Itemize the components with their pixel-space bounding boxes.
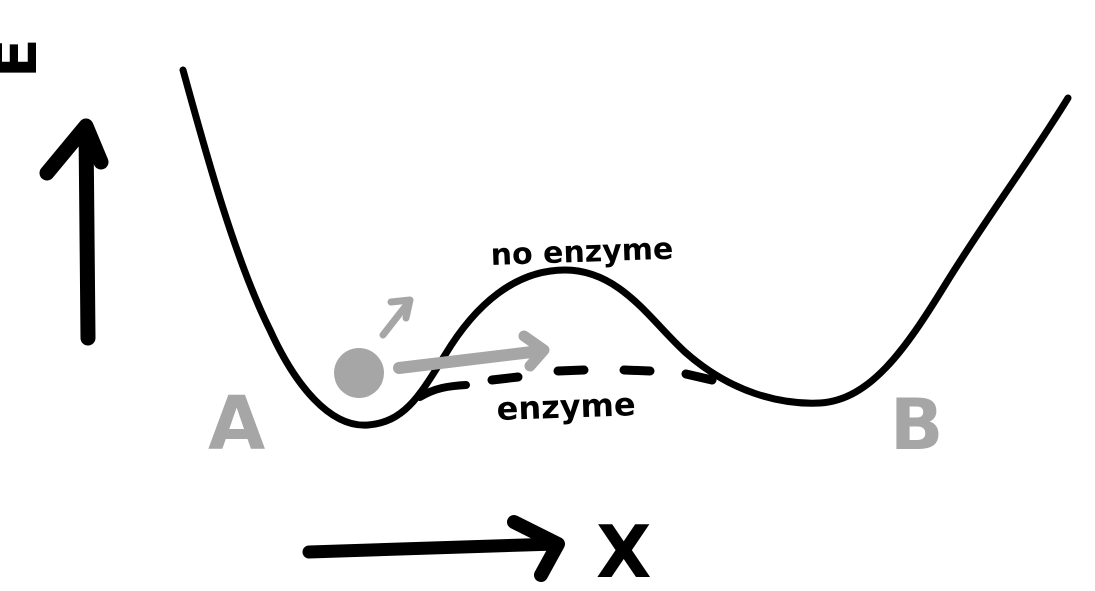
enzyme-path-segment [487,372,523,385]
x-axis-arrow [302,515,565,582]
particle-small-arrow-shaft [379,299,412,339]
x-axis-shaft [302,537,563,559]
enzyme-path-segment [553,365,589,376]
y-axis-arrowhead [39,118,109,181]
enzyme-label: enzyme [496,385,636,428]
particle-large-arrow-head [518,330,550,372]
enzyme-path-segment [681,369,717,385]
y-axis-label: E [0,38,50,78]
particle-ball [334,348,384,398]
energy-path-enzyme [416,365,717,401]
state-b-label: B [890,384,943,466]
no-enzyme-label: no enzyme [490,232,674,273]
y-axis-arrow [39,118,109,346]
energy-curve-no-enzyme [179,66,1072,429]
x-axis-arrowhead [507,515,565,582]
enzyme-path-segment [416,381,470,401]
state-a-label: A [208,381,265,467]
particle-large-arrow-shaft [393,345,546,374]
particle-group [334,296,550,398]
enzyme-path-segment [619,365,655,376]
x-axis-label: X [596,510,652,591]
y-axis-shaft [78,120,96,346]
particle-small-arrow-head [387,296,414,322]
